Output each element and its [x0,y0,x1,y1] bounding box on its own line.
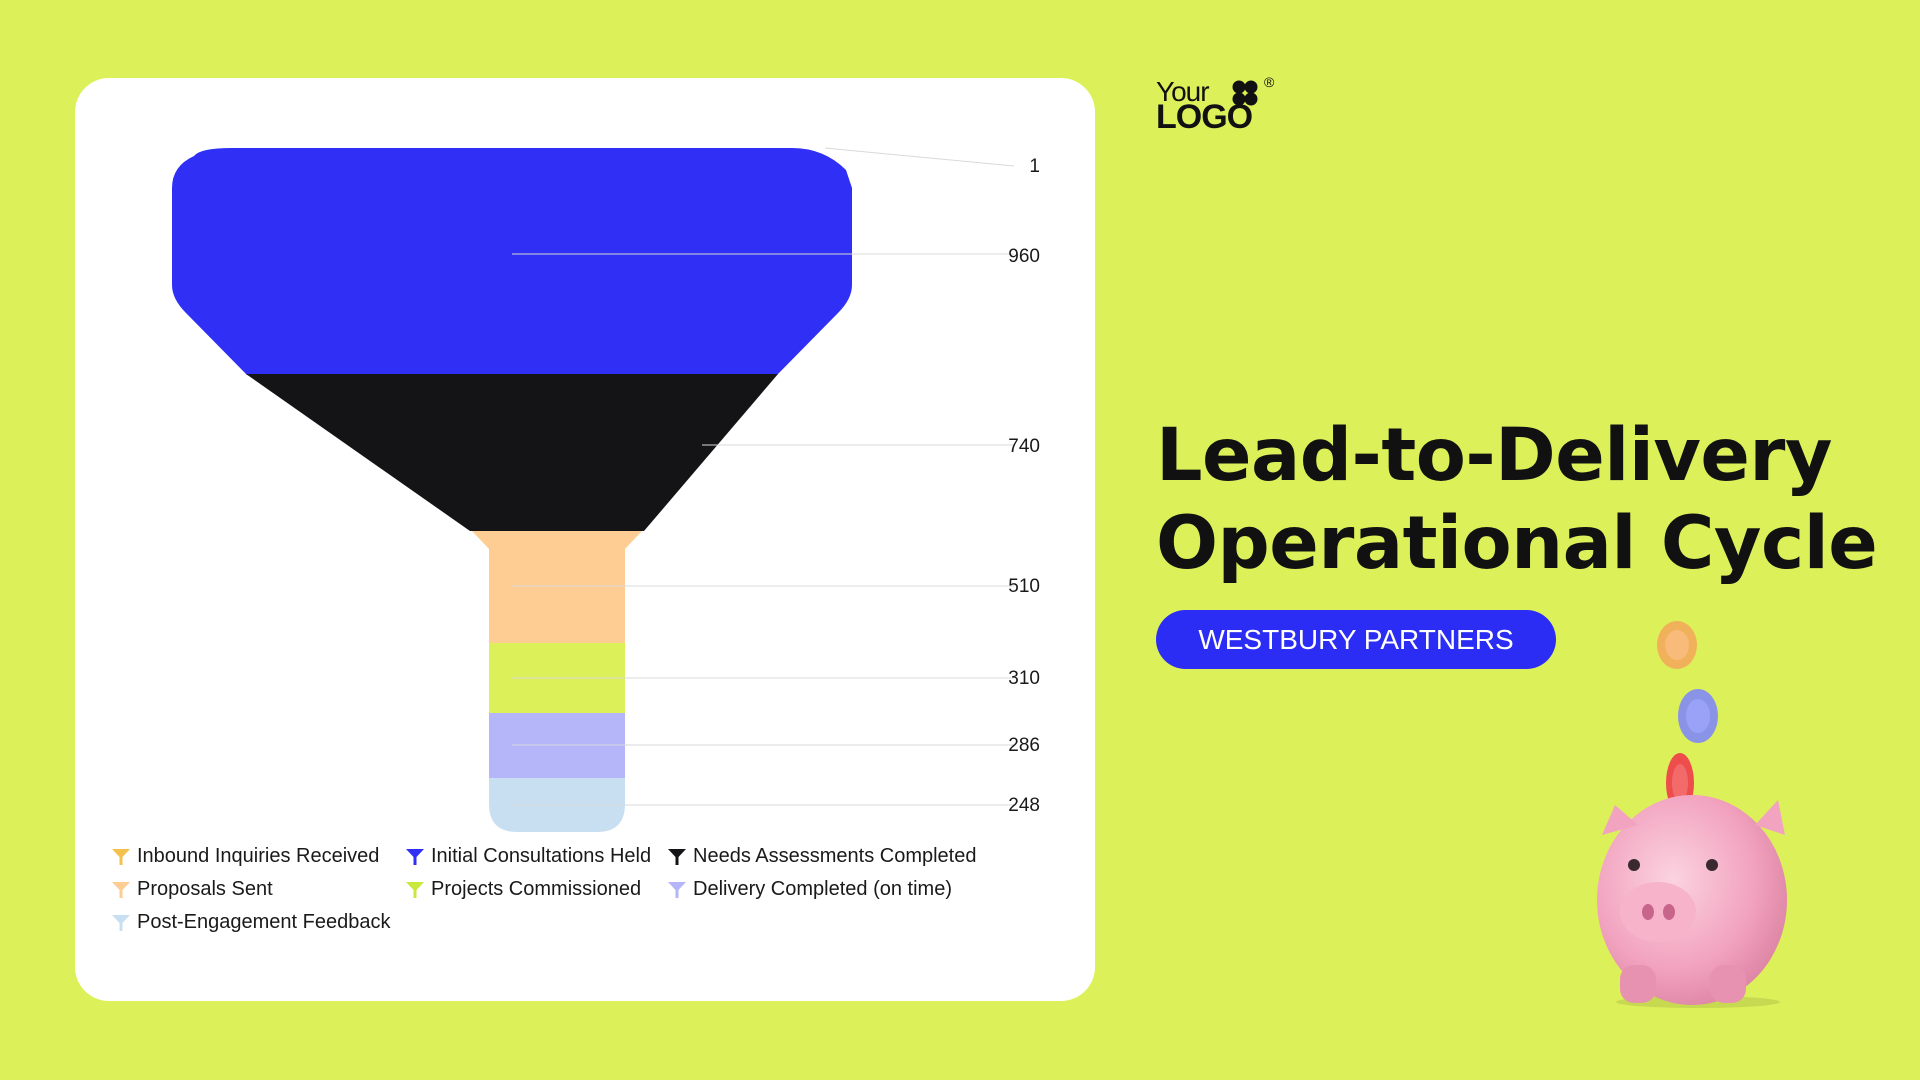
chart-legend: Inbound Inquiries Received Initial Consu… [111,844,1071,935]
funnel-icon [406,881,424,898]
legend-item: Projects Commissioned [405,877,667,902]
legend-label: Proposals Sent [137,878,273,900]
registered-mark: ® [1264,74,1275,90]
logo-text-your: Your [1156,76,1210,107]
page-title: Lead-to-Delivery Operational Cycle [1156,412,1878,588]
data-label: 248 [1008,795,1040,816]
legend-item: Inbound Inquiries Received [111,844,405,869]
piggy-bank-illustration [1597,621,1787,1008]
legend-label: Post-Engagement Feedback [137,911,391,933]
funnel-icon [112,881,130,898]
funnel-segment-initial-consultations [172,148,852,375]
funnel-icon [112,848,130,865]
legend-label: Initial Consultations Held [431,845,652,867]
funnel-segment-proposals-sent [472,531,642,643]
legend-label: Delivery Completed (on time) [693,878,952,900]
legend-label: Inbound Inquiries Received [137,845,380,867]
funnel-icon [406,848,424,865]
funnel-icon [668,848,686,865]
funnel-segment-needs-assessments [246,374,778,531]
data-label: 960 [1008,246,1040,267]
chart-card: 1 960 740 510 310 286 248 Inbound Inquiries Re… [75,78,1095,1001]
legend-item: Post-Engagement Feedback [111,910,405,935]
data-label: 740 [1008,436,1040,457]
clover-icon [1232,80,1258,106]
legend-label: Needs Assessments Completed [693,845,977,867]
legend-item: Needs Assessments Completed [667,844,1027,869]
title-line-2: Operational Cycle [1156,501,1878,586]
legend-item: Delivery Completed (on time) [667,877,1027,902]
funnel-icon [668,881,686,898]
company-badge: WESTBURY PARTNERS [1156,610,1556,669]
legend-item: Initial Consultations Held [405,844,667,869]
data-label: 286 [1008,735,1040,756]
funnel-icon [112,914,130,931]
legend-label: Projects Commissioned [431,878,642,900]
title-line-1: Lead-to-Delivery [1156,413,1833,498]
data-label: 310 [1008,668,1040,689]
data-label: 510 [1008,576,1040,597]
leader-line [824,147,1015,167]
data-label: 1 [1029,156,1040,177]
legend-item: Proposals Sent [111,877,405,902]
funnel-chart: 1 960 740 510 310 286 248 [172,147,1040,832]
brand-logo: Your LOGO ® [1156,74,1286,136]
